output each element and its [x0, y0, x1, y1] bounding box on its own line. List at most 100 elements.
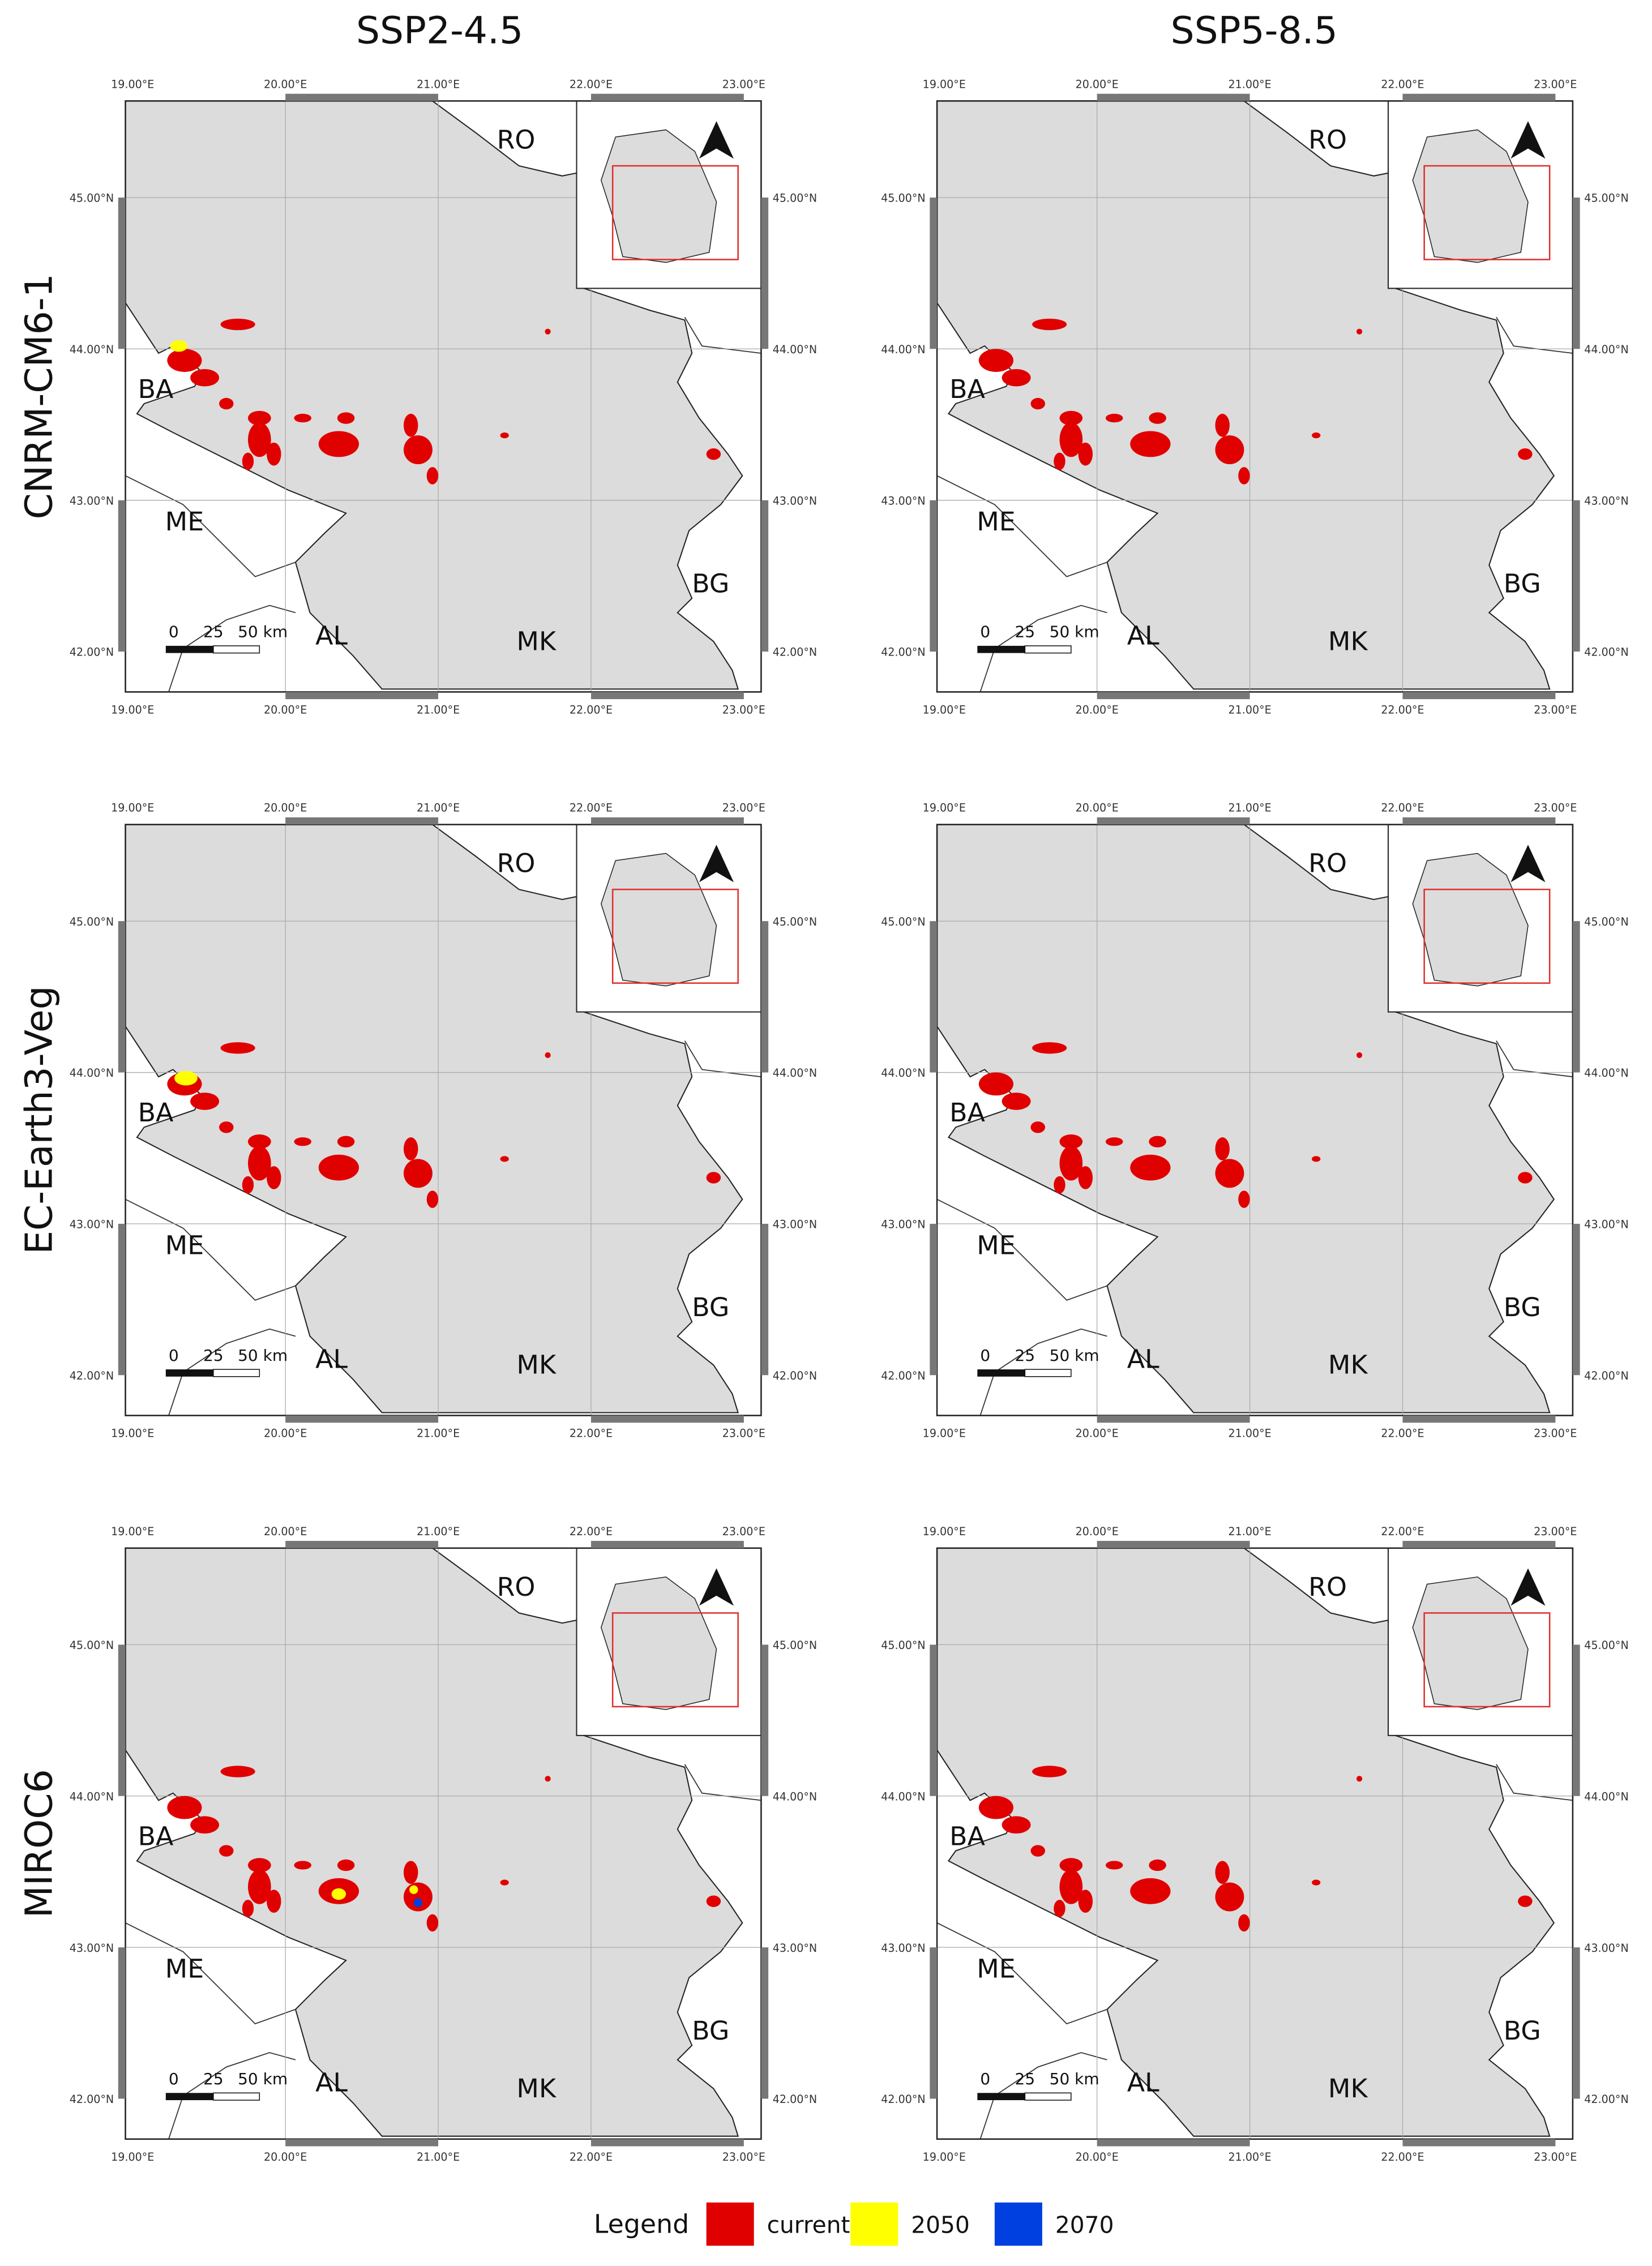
- serbia-area: [936, 824, 1555, 1413]
- habitat-patch: [242, 452, 254, 470]
- frame-bar: [1097, 1415, 1250, 1423]
- frame-bar: [1402, 1541, 1556, 1548]
- habitat-patch: [1059, 1858, 1083, 1873]
- country-label: AL: [1127, 620, 1159, 650]
- habitat-patch: [1149, 1859, 1166, 1871]
- lon-label: 23.00°E: [1534, 2151, 1577, 2164]
- habitat-patch: [1130, 1154, 1171, 1181]
- lat-label: 45.00°N: [70, 192, 114, 205]
- lat-label: 43.00°N: [1584, 494, 1628, 507]
- lon-label: 23.00°E: [722, 1427, 765, 1440]
- habitat-patch: [242, 1900, 254, 1917]
- habitat-patch: [294, 413, 311, 423]
- scale-bar: [165, 2093, 213, 2101]
- lon-label: 20.00°E: [264, 1525, 307, 1538]
- serbia-area: [936, 100, 1555, 690]
- habitat-patch: [403, 435, 433, 465]
- habitat-patch: [545, 1776, 551, 1782]
- border-line: [936, 1198, 1107, 1301]
- frame-bar: [1097, 1541, 1250, 1548]
- lon-label: 21.00°E: [417, 78, 460, 91]
- serbia-area: [125, 1547, 743, 2137]
- habitat-patch: [1238, 1190, 1250, 1208]
- inset-serbia: [600, 129, 717, 263]
- scale-label: 50 km: [238, 1346, 288, 1365]
- border-line: [168, 605, 296, 692]
- lon-label: 22.00°E: [570, 802, 613, 815]
- lat-label: 42.00°N: [773, 2093, 817, 2106]
- frame-bar: [590, 1541, 744, 1548]
- lat-label: 44.00°N: [70, 1066, 114, 1080]
- scale-label: 0: [169, 1346, 179, 1365]
- column-title: SSP2-4.5: [356, 9, 523, 53]
- habitat-patch: [1059, 1869, 1083, 1904]
- country-label: RO: [497, 848, 536, 879]
- map-frame: [125, 1547, 762, 2140]
- row-title: EC-Earth3-Veg: [18, 986, 61, 1254]
- country-label: BA: [138, 1820, 174, 1851]
- frame-bar: [930, 921, 938, 1073]
- lat-label: 42.00°N: [881, 2093, 925, 2106]
- north-arrow: [699, 1568, 734, 1606]
- habitat-patch: [219, 397, 234, 410]
- habitat-patch: [706, 1172, 721, 1184]
- country-label: BG: [1504, 2015, 1541, 2046]
- lat-label: 43.00°N: [70, 1218, 114, 1231]
- frame-bar: [1402, 2139, 1556, 2147]
- country-label: AL: [1127, 1344, 1159, 1374]
- frame-bar: [285, 817, 439, 825]
- lon-label: 21.00°E: [417, 704, 460, 717]
- frame-bar: [1402, 692, 1556, 700]
- habitat-patch: [500, 432, 509, 439]
- habitat-patch: [267, 1890, 281, 1913]
- habitat-patch: [1215, 1882, 1244, 1912]
- lat-label: 45.00°N: [1584, 915, 1628, 928]
- habitat-patch: [1130, 1878, 1171, 1904]
- habitat-patch: [190, 369, 220, 387]
- habitat-patch: [318, 431, 359, 457]
- habitat-patch: [1105, 1137, 1123, 1146]
- lat-label: 43.00°N: [1584, 1218, 1628, 1231]
- habitat-patch: [403, 1861, 418, 1884]
- habitat-patch: [1149, 1136, 1166, 1147]
- lat-label: 45.00°N: [70, 1639, 114, 1652]
- lon-label: 22.00°E: [570, 1525, 613, 1538]
- frame-bar: [118, 197, 126, 349]
- country-label: BA: [138, 374, 174, 404]
- habitat-patch: [190, 1093, 220, 1110]
- frame-bar: [930, 1947, 938, 2099]
- scale-label: 0: [980, 2070, 990, 2088]
- serbia-area: [125, 100, 743, 690]
- lon-label: 19.00°E: [111, 2151, 154, 2164]
- country-label: MK: [516, 626, 557, 657]
- country-label: RO: [1308, 848, 1347, 879]
- legend-label: 2050: [911, 2211, 970, 2238]
- frame-bar: [285, 1541, 439, 1548]
- map-panel: 19.00°E 19.00°E 20.00°E 20.00°E 21.00°E 21.00…: [70, 1525, 818, 2164]
- habitat-patch: [1032, 1766, 1067, 1777]
- lon-label: 23.00°E: [722, 78, 765, 91]
- habitat-patch: [294, 1861, 311, 1870]
- frame-bar: [1572, 1223, 1580, 1376]
- country-label: BA: [949, 374, 985, 404]
- habitat-patch: [1312, 1156, 1321, 1162]
- scale-label: 50 km: [238, 623, 288, 641]
- habitat-patch: [1059, 1146, 1083, 1181]
- habitat-patch: [247, 422, 271, 457]
- lon-label: 20.00°E: [264, 704, 307, 717]
- frame-bar: [930, 500, 938, 652]
- lat-label: 44.00°N: [881, 1790, 925, 1803]
- habitat-patch: [413, 1898, 423, 1907]
- frame-bar: [1097, 817, 1250, 825]
- lon-label: 21.00°E: [1228, 78, 1271, 91]
- frame-bar: [930, 1223, 938, 1376]
- lon-label: 19.00°E: [111, 78, 154, 91]
- north-arrow: [1510, 1568, 1546, 1606]
- lon-label: 23.00°E: [1534, 802, 1577, 815]
- lat-label: 44.00°N: [773, 1066, 817, 1080]
- lon-label: 22.00°E: [1381, 78, 1424, 91]
- scale-label: 25: [1015, 623, 1035, 641]
- scale-bar: [213, 1369, 260, 1377]
- scale-bar: [977, 1369, 1025, 1377]
